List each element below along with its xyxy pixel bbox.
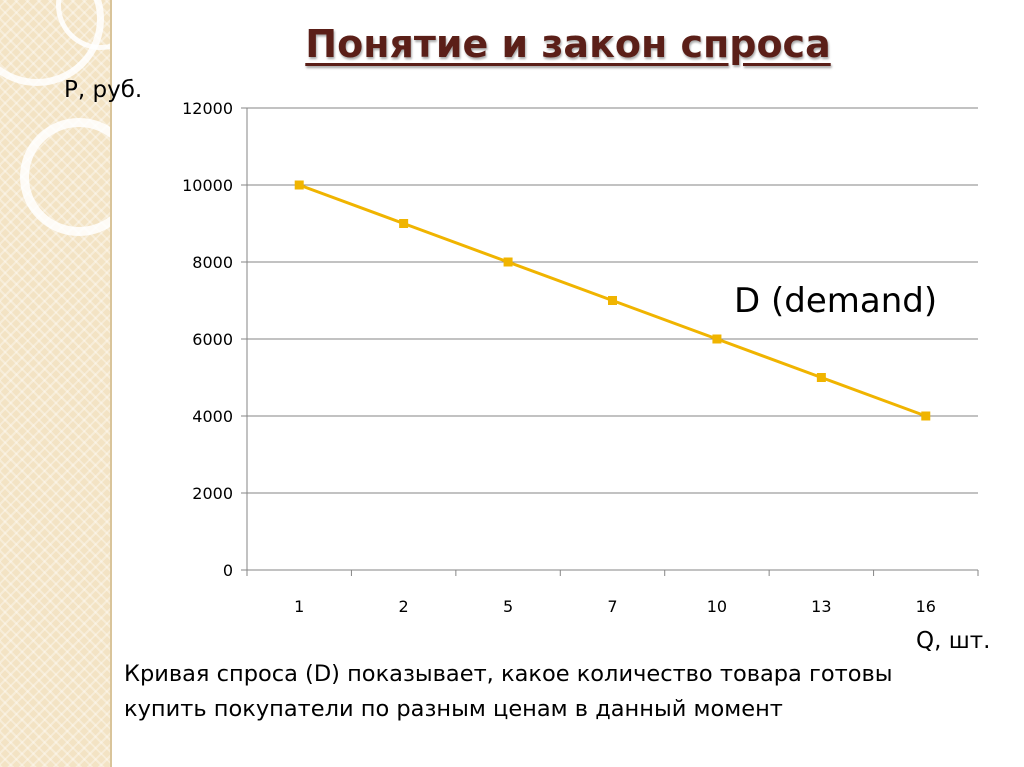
y-tick-label: 8000 <box>192 253 233 272</box>
data-point-marker <box>399 219 409 228</box>
axis-layer <box>241 107 979 576</box>
data-point-marker <box>921 411 931 421</box>
data-point-marker <box>294 180 304 190</box>
series-layer <box>294 180 931 421</box>
x-tick-label: 16 <box>916 597 936 616</box>
y-axis-label: P, руб. <box>64 77 142 103</box>
y-tick-label: 4000 <box>192 407 233 426</box>
chart-caption: Кривая спроса (D) показывает, какое коли… <box>124 657 1004 727</box>
x-tick-label: 10 <box>707 597 727 616</box>
data-point-marker <box>816 373 826 382</box>
data-point-marker <box>608 296 617 305</box>
caption-line-1: Кривая спроса (D) показывает, какое коли… <box>124 661 893 687</box>
caption-line-2: купить покупатели по разным ценам в данн… <box>124 696 783 722</box>
x-tick-label: 2 <box>399 597 409 616</box>
y-tick-label: 6000 <box>192 330 233 349</box>
x-tick-label: 13 <box>811 597 831 616</box>
series-label: D (demand) <box>734 281 937 321</box>
x-tick-labels: 1 2 5 7 10 13 16 <box>294 597 936 616</box>
data-point-marker <box>712 334 722 344</box>
slide-title: Понятие и закон спроса <box>305 22 831 66</box>
y-tick-label: 2000 <box>192 484 233 503</box>
x-tick-label: 7 <box>607 597 617 616</box>
x-tick-label: 1 <box>294 597 304 616</box>
x-tick-label: 5 <box>503 597 513 616</box>
decorative-ring <box>20 118 112 236</box>
y-tick-label: 10000 <box>182 176 233 195</box>
y-tick-label: 0 <box>223 561 233 580</box>
decorative-side-band <box>0 0 112 767</box>
y-tick-labels: 0 2000 4000 6000 8000 10000 12000 <box>182 99 233 580</box>
data-point-marker <box>503 257 513 267</box>
side-band-border <box>110 0 112 767</box>
y-tick-label: 12000 <box>182 99 233 118</box>
grid-layer <box>247 107 978 494</box>
x-axis-label: Q, шт. <box>916 628 990 654</box>
